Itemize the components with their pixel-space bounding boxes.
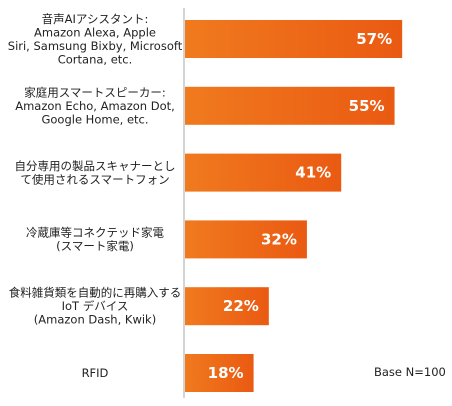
category-label: 冷蔵庫等コネクテッド家電(スマート家電) xyxy=(26,226,164,254)
category-label-line: Google Home, etc. xyxy=(41,112,148,126)
base-note: Base N=100 xyxy=(374,365,446,379)
category-label-line: 食料雑貨類を自動的に再購入する xyxy=(9,286,182,300)
category-label-line: Siri, Samsung Bixby, Microsoft xyxy=(8,39,183,53)
category-label-line: Amazon Alexa, Apple xyxy=(34,25,156,39)
category-label: 音声AIアシスタント: Amazon Alexa, Apple Siri, Sams… xyxy=(8,12,183,67)
category-label-line: 自分専用の製品スキャナーとし xyxy=(15,159,176,173)
category-label-line: 音声AIアシスタント: xyxy=(42,12,149,26)
bar xyxy=(185,220,307,259)
bars-group: 57% 55% 41% 32% 22% 18% xyxy=(185,20,403,392)
bar xyxy=(185,287,269,326)
bar xyxy=(185,354,254,392)
bar xyxy=(185,20,403,58)
category-label-line: RFID xyxy=(82,366,109,380)
category-label: RFID xyxy=(82,366,109,380)
category-label-line: (Amazon Dash, Kwik) xyxy=(34,313,156,327)
bar-value-label: 57% xyxy=(356,30,392,48)
bar xyxy=(185,86,395,125)
category-label-line: Cortana, etc. xyxy=(58,52,133,66)
category-label-line: Amazon Echo, Amazon Dot, xyxy=(15,99,175,113)
category-label-line: IoT デバイス xyxy=(62,299,129,313)
category-label-line: (スマート家電) xyxy=(56,239,134,253)
bar-value-label: 18% xyxy=(208,364,244,382)
category-labels-group: 音声AIアシスタント: Amazon Alexa, Apple Siri, Sams… xyxy=(8,12,183,380)
category-label: 食料雑貨類を自動的に再購入する IoT デバイス(Amazon Dash, Kwi… xyxy=(9,286,182,327)
bar-value-label: 55% xyxy=(349,97,385,115)
bar-value-label: 32% xyxy=(261,230,297,248)
category-label: 家庭用スマートスピーカー: Amazon Echo, Amazon Dot, Goo… xyxy=(15,85,175,126)
bar-value-label: 41% xyxy=(295,164,331,182)
category-label: 自分専用の製品スキャナーとして使用されるスマートフォン xyxy=(15,159,176,187)
bar-value-label: 22% xyxy=(223,297,259,315)
bar xyxy=(185,153,342,192)
category-label-line: 家庭用スマートスピーカー: xyxy=(24,85,166,99)
category-label-line: 冷蔵庫等コネクテッド家電 xyxy=(26,226,164,240)
category-label-line: て使用されるスマートフォン xyxy=(20,172,169,186)
